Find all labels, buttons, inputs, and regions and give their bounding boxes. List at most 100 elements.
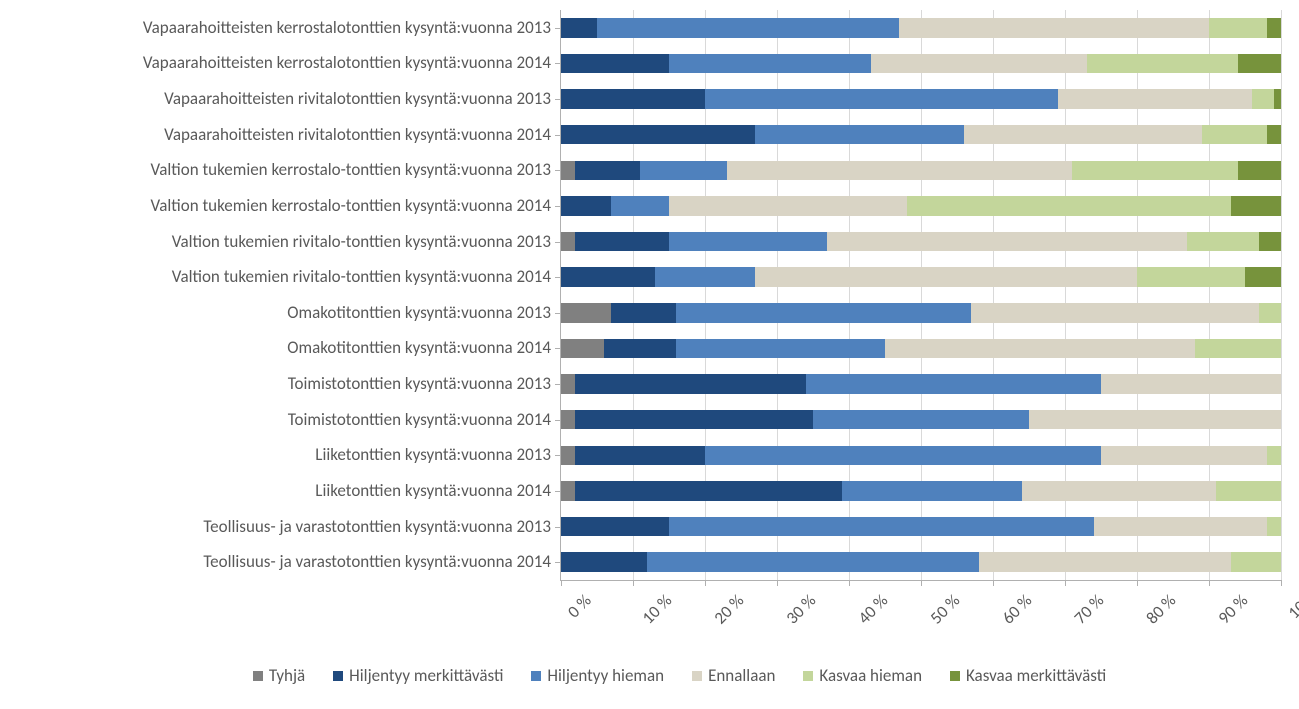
x-tick-label: 10 % [638, 590, 676, 628]
category-label: Valtion tukemien kerrostalo-tonttien kys… [151, 197, 551, 214]
bar-segment [561, 18, 597, 38]
bar-segment [979, 552, 1231, 572]
bar-segment [806, 374, 1101, 394]
x-tick-mark [561, 580, 562, 586]
bar-segment [842, 481, 1022, 501]
x-tick-label: 20 % [710, 590, 748, 628]
bar-segment [885, 339, 1195, 359]
category-label: Teollisuus- ja varastotonttien kysyntä:v… [203, 518, 551, 535]
legend-item: Tyhjä [253, 665, 305, 686]
bar-segment [1238, 161, 1281, 181]
bar-segment [575, 410, 813, 430]
bar-segment [561, 517, 669, 537]
bar-segment [676, 303, 971, 323]
bar-segment [971, 303, 1259, 323]
bar-segment [676, 339, 885, 359]
bar-segment [1087, 54, 1238, 74]
legend-label: Hiljentyy hieman [547, 665, 664, 686]
bar-segment [1029, 410, 1281, 430]
category-label: Toimistotonttien kysyntä:vuonna 2013 [288, 375, 551, 392]
bar-segment [640, 161, 726, 181]
legend-item: Kasvaa merkittävästi [950, 665, 1106, 686]
bar-segment [575, 232, 669, 252]
bar-row [561, 481, 1281, 501]
bar-segment [1267, 517, 1281, 537]
bar-row [561, 161, 1281, 181]
legend-label: Kasvaa merkittävästi [966, 665, 1106, 686]
category-label: Omakotitonttien kysyntä:vuonna 2013 [287, 304, 551, 321]
bar-row [561, 267, 1281, 287]
legend-swatch [803, 671, 813, 681]
x-tick-mark [1137, 580, 1138, 586]
plot-area [560, 10, 1281, 581]
x-tick-mark [1065, 580, 1066, 586]
x-tick-mark [777, 580, 778, 586]
legend-item: Hiljentyy hieman [531, 665, 664, 686]
bar-segment [1267, 446, 1281, 466]
x-tick-mark [993, 580, 994, 586]
x-tick-label: 80 % [1142, 590, 1180, 628]
bar-segment [1238, 54, 1281, 74]
category-label: Toimistotonttien kysyntä:vuonna 2014 [288, 411, 551, 428]
bar-row [561, 303, 1281, 323]
bar-segment [755, 125, 964, 145]
bar-segment [597, 18, 899, 38]
bar-segment [575, 446, 705, 466]
bar-segment [575, 374, 805, 394]
bar-row [561, 446, 1281, 466]
x-tick-mark [1209, 580, 1210, 586]
legend-label: Hiljentyy merkittävästi [349, 665, 503, 686]
category-label: Vapaarahoitteisten kerrostalotonttien ky… [143, 19, 551, 36]
category-label: Liiketonttien kysyntä:vuonna 2014 [315, 482, 551, 499]
legend-swatch [253, 671, 263, 681]
bar-segment [669, 54, 871, 74]
bar-segment [1058, 89, 1252, 109]
bar-segment [1216, 481, 1281, 501]
bar-segment [575, 481, 841, 501]
category-label: Valtion tukemien rivitalo-tonttien kysyn… [172, 233, 551, 250]
stacked-bar-chart: Tyhjä Hiljentyy merkittävästi Hiljentyy hi… [0, 0, 1299, 709]
bar-segment [705, 89, 1058, 109]
category-label: Vapaarahoitteisten kerrostalotonttien ky… [143, 54, 551, 71]
x-tick-label: 90 % [1214, 590, 1252, 628]
bar-segment [1195, 339, 1281, 359]
bar-row [561, 339, 1281, 359]
legend-label: Kasvaa hieman [819, 665, 922, 686]
bar-segment [561, 374, 575, 394]
category-label: Omakotitonttien kysyntä:vuonna 2014 [287, 339, 551, 356]
bar-segment [1252, 89, 1274, 109]
legend-label: Ennallaan [708, 665, 775, 686]
bar-segment [561, 196, 611, 216]
bar-segment [1245, 267, 1281, 287]
bar-segment [575, 161, 640, 181]
x-tick-label: 70 % [1070, 590, 1108, 628]
bar-segment [755, 267, 1137, 287]
bar-segment [604, 339, 676, 359]
x-tick-label: 50 % [926, 590, 964, 628]
category-label: Valtion tukemien kerrostalo-tonttien kys… [151, 161, 551, 178]
bar-segment [1209, 18, 1267, 38]
bar-segment [1231, 196, 1281, 216]
x-tick-mark [1281, 580, 1282, 586]
bar-segment [561, 267, 655, 287]
x-tick-mark [921, 580, 922, 586]
bar-segment [1022, 481, 1216, 501]
bar-segment [1101, 446, 1267, 466]
x-tick-label: 100 % [1284, 590, 1299, 638]
bar-segment [647, 552, 978, 572]
x-tick-label: 60 % [998, 590, 1036, 628]
category-label: Vapaarahoitteisten rivitalotonttien kysy… [164, 90, 551, 107]
bar-segment [561, 481, 575, 501]
bar-segment [1259, 232, 1281, 252]
bar-segment [561, 339, 604, 359]
category-label: Vapaarahoitteisten rivitalotonttien kysy… [164, 126, 551, 143]
category-label: Valtion tukemien rivitalo-tonttien kysyn… [172, 268, 551, 285]
bar-segment [561, 89, 705, 109]
bar-segment [561, 552, 647, 572]
bar-segment [611, 303, 676, 323]
bar-row [561, 410, 1281, 430]
bar-segment [1259, 303, 1281, 323]
bar-segment [611, 196, 669, 216]
bar-row [561, 89, 1281, 109]
bar-segment [561, 125, 755, 145]
